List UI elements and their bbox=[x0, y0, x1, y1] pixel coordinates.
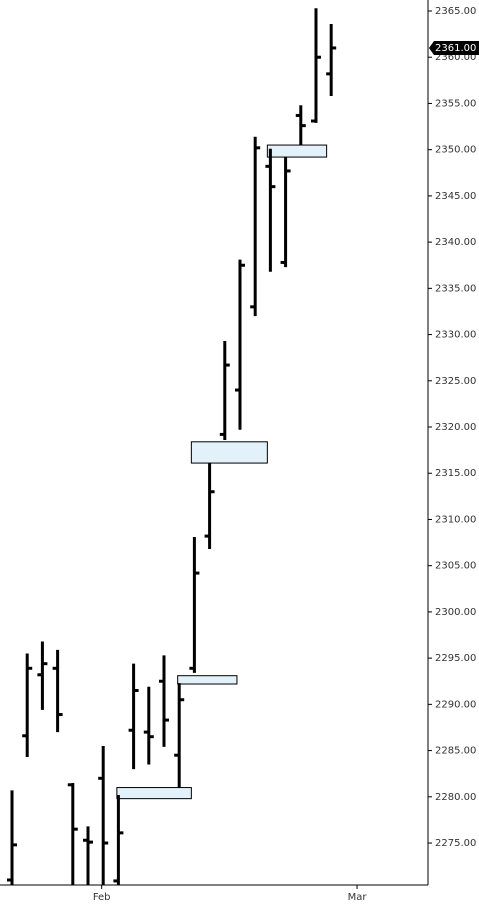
last-price-box bbox=[429, 40, 479, 55]
gap-box bbox=[190, 441, 268, 464]
gap-box bbox=[116, 787, 192, 800]
y-tick-label: 2340.00 bbox=[435, 237, 476, 248]
y-tick-label: 2360.00 bbox=[435, 52, 476, 63]
y-tick-label: 2320.00 bbox=[435, 422, 476, 433]
gap-box bbox=[266, 144, 328, 158]
y-tick-label: 2305.00 bbox=[435, 561, 476, 572]
y-tick-label: 2290.00 bbox=[435, 699, 476, 710]
y-tick-label: 2315.00 bbox=[435, 468, 476, 479]
y-tick-label: 2345.00 bbox=[435, 191, 476, 202]
gap-box bbox=[177, 675, 238, 685]
y-tick-label: 2280.00 bbox=[435, 792, 476, 803]
last-price-label: 2361.00 bbox=[435, 43, 476, 54]
y-tick-label: 2300.00 bbox=[435, 607, 476, 618]
y-tick-label: 2295.00 bbox=[435, 653, 476, 664]
y-tick-label: 2355.00 bbox=[435, 98, 476, 109]
y-tick-label: 2365.00 bbox=[435, 6, 476, 17]
y-tick-label: 2350.00 bbox=[435, 145, 476, 156]
y-tick-label: 2330.00 bbox=[435, 330, 476, 341]
y-tick-label: 2310.00 bbox=[435, 514, 476, 525]
y-tick-label: 2325.00 bbox=[435, 376, 476, 387]
y-tick-label: 2285.00 bbox=[435, 746, 476, 757]
x-tick-label: Mar bbox=[348, 892, 368, 903]
y-tick-label: 2335.00 bbox=[435, 283, 476, 294]
x-tick-label: Feb bbox=[93, 892, 111, 903]
y-tick-label: 2275.00 bbox=[435, 838, 476, 849]
